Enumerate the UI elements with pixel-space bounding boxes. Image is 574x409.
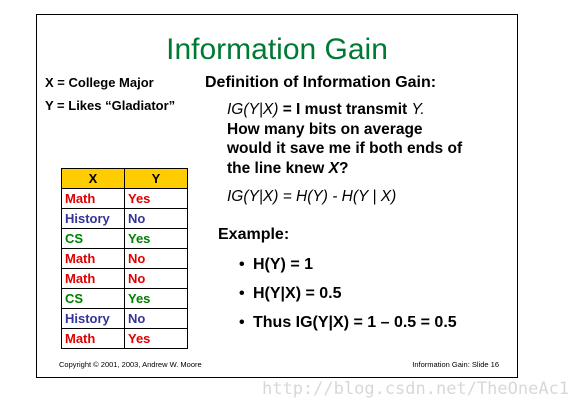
example-text: Thus IG(Y|X) = 1 – 0.5 = 0.5: [253, 314, 457, 331]
slide-title: Information Gain: [166, 33, 388, 66]
definition-line-3: would it save me if both ends of: [227, 140, 463, 157]
cell-y: Yes: [124, 188, 188, 209]
data-table: X Y Math Yes History No CS Yes Math No Math No CS Y…: [61, 168, 188, 349]
example-item: • H(Y|X) = 0.5: [239, 284, 457, 313]
x-definition: X = College Major: [45, 75, 154, 90]
x-term: X: [328, 160, 339, 177]
table-row: History No: [61, 208, 188, 229]
column-header-y: Y: [124, 168, 188, 189]
y-definition: Y = Likes “Gladiator”: [45, 98, 176, 113]
cell-x: CS: [61, 228, 125, 249]
watermark: http://blog.csdn.net/TheOneAc1: [262, 379, 570, 399]
copyright-footer: Copyright © 2001, 2003, Andrew W. Moore: [59, 360, 202, 369]
cell-x: History: [61, 308, 125, 329]
y-term: Y.: [411, 101, 425, 118]
example-item: • H(Y) = 1: [239, 255, 457, 284]
column-header-x: X: [61, 168, 125, 189]
table-row: History No: [61, 308, 188, 329]
question-mark: ?: [338, 160, 349, 177]
cell-x: CS: [61, 288, 125, 309]
slide: Information Gain X = College Major Y = L…: [36, 14, 518, 378]
definition-heading: Definition of Information Gain:: [205, 74, 437, 91]
cell-y: No: [124, 308, 188, 329]
table-row: Math Yes: [61, 328, 188, 349]
cell-x: Math: [61, 248, 125, 269]
table-row: CS Yes: [61, 228, 188, 249]
ig-transmit-text: = I must transmit: [278, 101, 412, 118]
cell-y: No: [124, 268, 188, 289]
table-row: Math Yes: [61, 188, 188, 209]
cell-y: Yes: [124, 228, 188, 249]
example-text: H(Y|X) = 0.5: [253, 285, 342, 302]
table-header-row: X Y: [61, 168, 188, 189]
cell-y: No: [124, 208, 188, 229]
example-text: H(Y) = 1: [253, 256, 314, 273]
cell-x: Math: [61, 328, 125, 349]
cell-x: Math: [61, 188, 125, 209]
example-item: • Thus IG(Y|X) = 1 – 0.5 = 0.5: [239, 313, 457, 342]
example-heading: Example:: [218, 226, 290, 243]
definition-line-4: the line knew X?: [227, 160, 348, 178]
definition-line-1: IG(Y|X) = I must transmit Y.: [227, 101, 425, 119]
slide-number-footer: Information Gain: Slide 16: [412, 360, 499, 369]
cell-y: Yes: [124, 288, 188, 309]
table-row: Math No: [61, 248, 188, 269]
cell-y: Yes: [124, 328, 188, 349]
bullet-icon: •: [239, 285, 245, 302]
cell-y: No: [124, 248, 188, 269]
table-row: CS Yes: [61, 288, 188, 309]
ig-term: IG(Y|X): [227, 101, 279, 118]
ig-formula: IG(Y|X) = H(Y) - H(Y | X): [227, 188, 397, 205]
example-list: • H(Y) = 1 • H(Y|X) = 0.5 • Thus IG(Y|X) = …: [239, 255, 457, 342]
cell-x: Math: [61, 268, 125, 289]
bullet-icon: •: [239, 314, 245, 331]
definition-line-2: How many bits on average: [227, 121, 423, 138]
bullet-icon: •: [239, 256, 245, 273]
cell-x: History: [61, 208, 125, 229]
table-row: Math No: [61, 268, 188, 289]
line4-text: the line knew: [227, 160, 329, 177]
